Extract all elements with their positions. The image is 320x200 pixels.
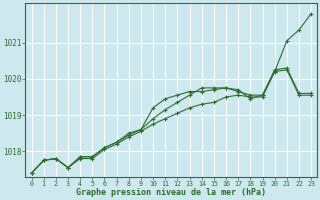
X-axis label: Graphe pression niveau de la mer (hPa): Graphe pression niveau de la mer (hPa) (76, 188, 266, 197)
